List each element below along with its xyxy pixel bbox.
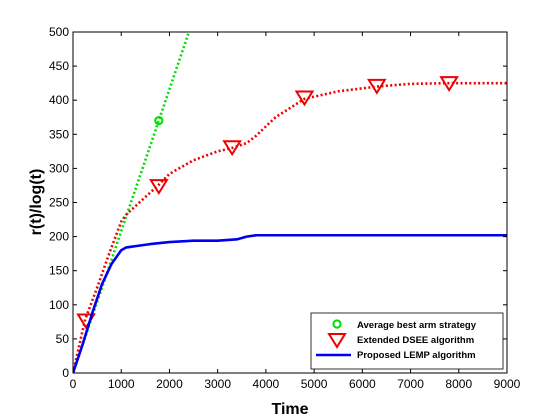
legend: Average best arm strategy Extended DSEE … — [310, 312, 504, 370]
y-axis-label: r(t)/log(t) — [28, 169, 45, 236]
x-tick-label: 6000 — [349, 377, 376, 391]
series-line-lemp — [73, 233, 507, 373]
x-tick-label: 2000 — [156, 377, 183, 391]
y-tick-label: 0 — [62, 366, 69, 380]
y-tick-label: 300 — [49, 161, 69, 175]
y-tick-label: 100 — [49, 298, 69, 312]
marker-dsee — [439, 76, 459, 93]
y-tick-label: 250 — [49, 196, 69, 210]
x-tick-label: 5000 — [301, 377, 328, 391]
x-tick-label: 0 — [70, 377, 77, 391]
x-tick-label: 4000 — [253, 377, 280, 391]
y-tick-label: 150 — [49, 264, 69, 278]
x-axis-label: Time — [271, 401, 308, 418]
marker-dsee — [367, 78, 387, 95]
legend-label-dsee: Extended DSEE algorithm — [357, 335, 474, 346]
legend-label-best-arm: Average best arm strategy — [357, 320, 477, 331]
y-tick-label: 200 — [49, 230, 69, 244]
y-tick-label: 350 — [49, 127, 69, 141]
x-tick-label: 8000 — [445, 377, 472, 391]
legend-marker-best-arm — [332, 319, 342, 329]
y-tick-label: 450 — [49, 59, 69, 73]
marker-dsee — [294, 90, 315, 107]
legend-marker-dsee — [327, 333, 347, 349]
legend-label-lemp: Proposed LEMP algorithm — [357, 350, 476, 361]
ticks-layer: 0 1000 2000 3000 4000 5000 6000 7000 8000 9000 0 50… — [49, 25, 521, 391]
marker-dsee — [149, 179, 169, 196]
y-tick-label: 500 — [49, 25, 69, 39]
x-tick-label: 9000 — [494, 377, 521, 391]
x-tick-label: 3000 — [204, 377, 231, 391]
x-tick-label: 7000 — [397, 377, 424, 391]
x-tick-label: 1000 — [108, 377, 135, 391]
marker-best-arm — [154, 116, 164, 126]
y-tick-label: 50 — [56, 332, 70, 346]
legend-box — [310, 312, 504, 370]
y-tick-label: 400 — [49, 93, 69, 107]
series-layer — [73, 32, 507, 373]
marker-dsee — [222, 140, 242, 157]
